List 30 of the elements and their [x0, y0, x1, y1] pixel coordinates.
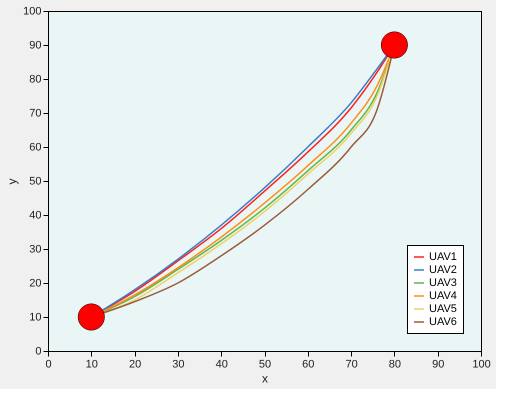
y-tick-label: 60	[29, 142, 42, 154]
y-axis-title: y	[5, 178, 20, 184]
legend-label: UAV5	[429, 303, 457, 315]
legend-label: UAV4	[429, 290, 457, 302]
y-tick-label: 30	[29, 244, 42, 256]
legend-label: UAV3	[429, 277, 457, 289]
x-axis-title: x	[262, 372, 268, 386]
y-tick-label: 0	[35, 346, 42, 358]
y-tick-label: 70	[29, 108, 42, 120]
x-tick-label: 100	[472, 358, 491, 370]
y-tick-label: 50	[29, 176, 42, 188]
y-tick-label: 80	[29, 74, 42, 86]
y-tick-label: 90	[29, 40, 42, 52]
x-tick-label: 50	[258, 358, 272, 370]
legend-label: UAV1	[429, 251, 457, 263]
x-tick-label: 10	[86, 358, 98, 370]
y-tick-label: 20	[29, 278, 42, 290]
y-tick-label: 40	[29, 210, 42, 222]
legend-label: UAV6	[429, 316, 457, 328]
x-tick-label: 90	[432, 358, 444, 370]
x-tick-label: 80	[388, 358, 402, 370]
legend-label: UAV2	[429, 264, 457, 276]
y-tick-label: 10	[29, 312, 42, 324]
x-tick-label: 70	[345, 358, 358, 370]
x-tick-label: 60	[302, 358, 314, 370]
x-tick-label: 20	[128, 358, 142, 370]
y-tick-label: 100	[23, 6, 42, 18]
x-tick-label: 40	[216, 358, 228, 370]
x-tick-label: 30	[172, 358, 185, 370]
x-tick-label: 0	[45, 358, 52, 370]
